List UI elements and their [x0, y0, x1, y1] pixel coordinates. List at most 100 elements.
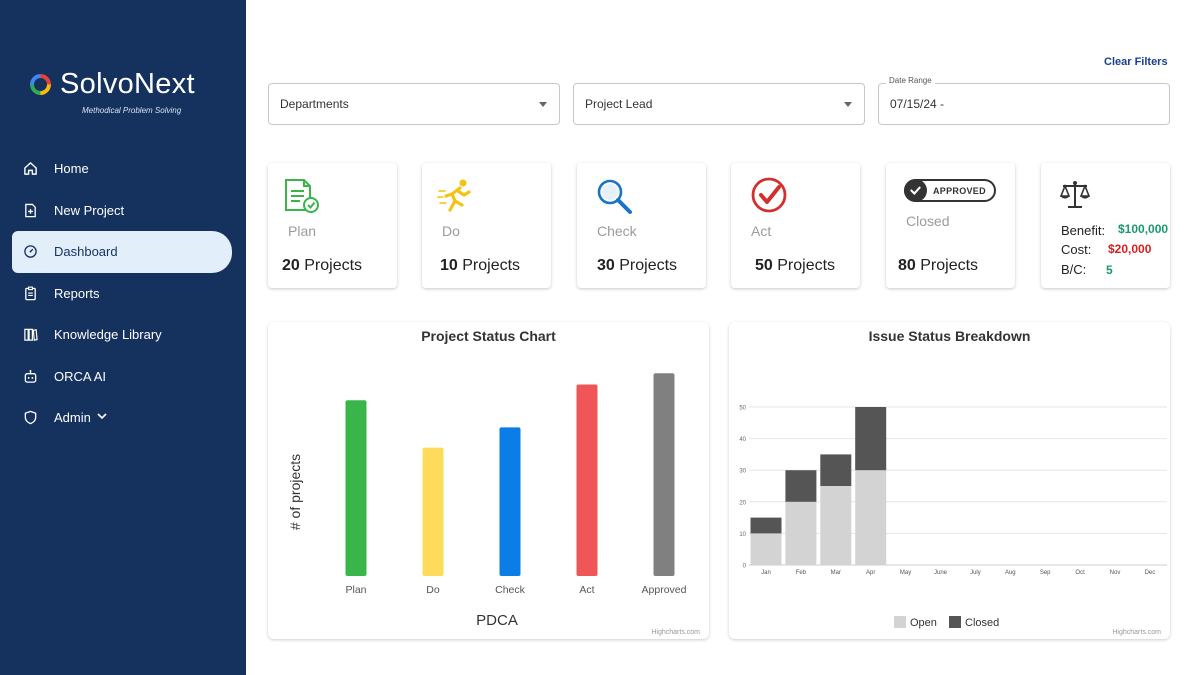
sidebar-item-knowledge-library[interactable]: Knowledge Library: [0, 314, 246, 356]
x-axis-label: PDCA: [476, 612, 518, 629]
robot-icon: [22, 368, 38, 384]
plan-count: 20 Projects: [282, 257, 363, 274]
x-tick-label: Dec: [1145, 570, 1156, 576]
bar-open-feb: [785, 501, 817, 565]
project-lead-select[interactable]: Project Lead: [573, 83, 865, 125]
sidebar: SolvoNext Methodical Problem Solving Hom…: [0, 0, 246, 675]
x-tick-label: Act: [579, 584, 594, 596]
sidebar-item-admin[interactable]: Admin: [0, 397, 246, 439]
y-tick-label: 50: [739, 406, 746, 412]
sidebar-item-dashboard[interactable]: Dashboard: [12, 231, 232, 273]
x-tick-label: May: [900, 570, 911, 576]
x-tick-label: Check: [495, 584, 526, 596]
sidebar-item-new-project[interactable]: New Project: [0, 190, 246, 232]
x-tick-label: Approved: [642, 584, 687, 596]
y-axis-label: # of projects: [287, 454, 303, 530]
clipboard-icon: [22, 285, 38, 301]
caret-down-icon: [539, 102, 547, 107]
act-label: Act: [751, 223, 772, 239]
caret-down-icon: [844, 102, 852, 107]
approved-badge-text: APPROVED: [933, 185, 986, 196]
shield-icon: [22, 410, 38, 426]
bc-label: B/C:: [1061, 262, 1087, 277]
logo[interactable]: SolvoNext: [30, 68, 195, 101]
plan-document-icon: [282, 177, 319, 213]
bar-act: [576, 384, 598, 576]
x-tick-label: Sep: [1040, 570, 1051, 576]
x-tick-label: Nov: [1110, 570, 1121, 576]
date-range-label: Date Range: [886, 76, 935, 85]
closed-label: Closed: [906, 213, 950, 229]
running-person-icon: [436, 177, 472, 213]
bc-value: 5: [1106, 263, 1113, 277]
departments-select-value: Departments: [280, 97, 349, 111]
check-label: Check: [597, 223, 637, 239]
x-tick-label: Plan: [345, 584, 366, 596]
issue-status-chart: 0 10 20 30 40 50 Jan Feb Mar Apr May June July Aug Sep…: [739, 406, 1167, 629]
project-status-chart-panel: Project Status Chart Plan Do Check Act Appro…: [268, 322, 709, 639]
x-tick-label: Apr: [866, 570, 875, 576]
brand-tagline: Methodical Problem Solving: [82, 106, 182, 115]
sidebar-item-label: Knowledge Library: [54, 327, 162, 343]
approved-badge: APPROVED: [904, 179, 996, 202]
bar-closed-jan: [750, 517, 782, 534]
closed-card[interactable]: APPROVED Closed 80 Projects: [886, 163, 1015, 288]
x-tick-label: Oct: [1075, 570, 1085, 576]
issue-status-chart-panel: Issue Status Breakdown 0 10 20 30 40 50 Jan Feb…: [729, 322, 1170, 639]
books-icon: [22, 327, 38, 343]
chart-credits[interactable]: Highcharts.com: [651, 629, 700, 636]
bar-open-jan: [750, 533, 782, 565]
bar-plan: [345, 400, 367, 576]
do-count: 10 Projects: [440, 257, 521, 274]
bar-do: [422, 447, 444, 576]
project-status-chart: Plan Do Check Act Approved PDCA # of projects: [287, 373, 687, 629]
check-card[interactable]: Check 30 Projects: [577, 163, 706, 288]
benefit-value: $100,000: [1118, 222, 1169, 236]
sidebar-item-reports[interactable]: Reports: [0, 273, 246, 315]
sidebar-item-label: Reports: [54, 285, 100, 301]
chart-title: Project Status Chart: [421, 328, 556, 344]
act-count: 50 Projects: [755, 257, 836, 274]
chart-credits[interactable]: Highcharts.com: [1112, 629, 1161, 636]
legend-label-open: Open: [910, 617, 937, 629]
y-tick-label: 30: [739, 469, 746, 475]
magnifier-icon: [595, 177, 632, 214]
bar-open-apr: [855, 470, 887, 565]
do-label: Do: [442, 223, 460, 239]
closed-count: 80 Projects: [898, 257, 979, 274]
logo-ring-icon: [30, 74, 51, 95]
brand-name: SolvoNext: [60, 68, 195, 100]
benefit-label: Benefit:: [1061, 223, 1106, 238]
dashboard-icon: [22, 244, 38, 260]
x-tick-label: July: [970, 570, 981, 576]
benefit-cost-card[interactable]: Benefit: $100,000 Cost: $20,000 B/C: 5: [1041, 163, 1170, 288]
bar-check: [499, 427, 521, 576]
do-card[interactable]: Do 10 Projects: [422, 163, 551, 288]
x-tick-label: Jan: [761, 570, 771, 576]
x-tick-label: Aug: [1005, 570, 1016, 576]
scales-icon: [1059, 179, 1095, 215]
act-card[interactable]: Act 50 Projects: [731, 163, 860, 288]
legend-swatch-open: [894, 616, 906, 628]
sidebar-nav: Home New Project Dashboard Reports: [0, 148, 246, 439]
bar-approved: [653, 373, 675, 576]
y-tick-label: 0: [743, 564, 747, 570]
sidebar-item-orca-ai[interactable]: ORCA AI: [0, 356, 246, 398]
sidebar-item-home[interactable]: Home: [0, 148, 246, 190]
clear-filters-link[interactable]: Clear Filters: [1104, 56, 1168, 68]
plan-label: Plan: [288, 223, 317, 239]
bar-closed-apr: [855, 407, 887, 471]
x-tick-label: Mar: [831, 570, 841, 576]
cost-value: $20,000: [1108, 242, 1152, 256]
chart-title: Issue Status Breakdown: [868, 328, 1031, 344]
legend-swatch-closed: [949, 616, 961, 628]
cost-label: Cost:: [1061, 242, 1092, 257]
departments-select[interactable]: Departments: [268, 83, 560, 125]
chevron-down-icon[interactable]: [97, 412, 107, 423]
x-tick-label: Feb: [796, 570, 807, 576]
date-range-input[interactable]: 07/15/24 -: [878, 83, 1170, 125]
sidebar-item-label: Dashboard: [54, 244, 118, 260]
sidebar-item-label: Home: [54, 161, 89, 177]
plan-card[interactable]: Plan 20 Projects: [268, 163, 397, 288]
